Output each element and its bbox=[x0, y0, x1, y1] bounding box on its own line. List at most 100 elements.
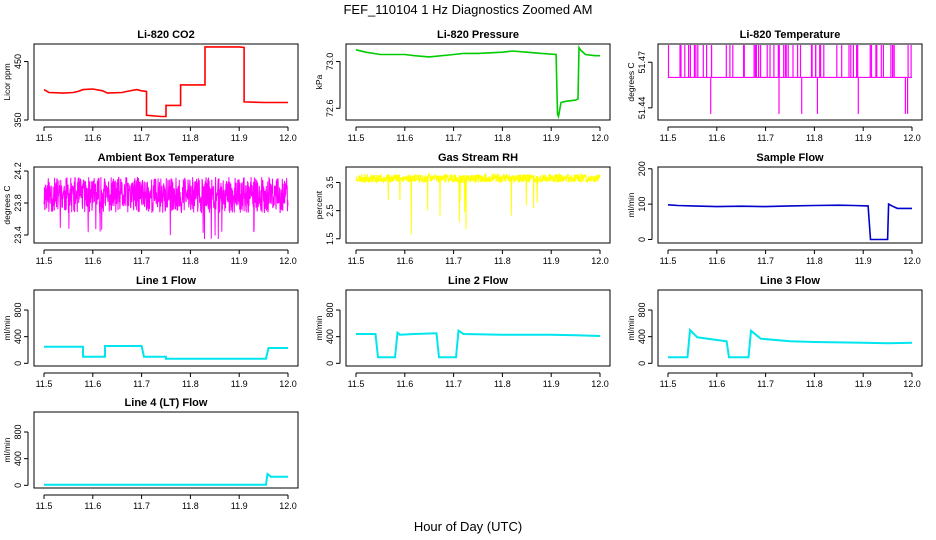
panel-title: Line 1 Flow bbox=[136, 275, 196, 287]
plot-frame bbox=[657, 43, 923, 121]
x-tick-label: 11.7 bbox=[757, 256, 774, 266]
panel-1: Li-820 CO2 11.5 11.6 11.7 11.8 11.9 12.0 350 450… bbox=[2, 29, 299, 143]
x-tick-label: 11.6 bbox=[396, 133, 413, 143]
panel-4: Ambient Box Temperature 11.5 11.6 11.7 11.8 1… bbox=[2, 152, 299, 266]
x-tick-label: 11.6 bbox=[396, 256, 413, 266]
x-tick-label: 11.5 bbox=[348, 133, 365, 143]
panel-9: Line 3 Flow 11.5 11.6 11.7 11.8 11.9 12.0 0 400 8… bbox=[626, 275, 923, 389]
x-tick-label: 11.9 bbox=[231, 256, 248, 266]
plot-frame bbox=[345, 289, 611, 367]
x-tick-label: 11.5 bbox=[348, 256, 365, 266]
series-line bbox=[668, 327, 913, 359]
y-tick-label: 23.4 bbox=[13, 226, 23, 244]
panel-title: Gas Stream RH bbox=[438, 152, 518, 164]
y-tick-label: 450 bbox=[13, 54, 23, 69]
x-tick-label: 12.0 bbox=[279, 501, 297, 511]
plot-frame bbox=[33, 166, 299, 244]
x-tick-label: 11.7 bbox=[133, 379, 150, 389]
x-tick-label: 11.7 bbox=[133, 133, 150, 143]
series-line bbox=[43, 46, 288, 118]
x-tick-label: 12.0 bbox=[591, 256, 609, 266]
plot-frame bbox=[657, 289, 923, 367]
x-tick-label: 11.9 bbox=[543, 379, 560, 389]
x-tick-label: 11.9 bbox=[543, 256, 560, 266]
plot-frame bbox=[33, 289, 299, 367]
y-tick-label: 400 bbox=[13, 451, 23, 466]
y-axis-label: degrees C bbox=[626, 62, 636, 101]
x-tick-label: 11.5 bbox=[660, 379, 677, 389]
x-tick-label: 11.9 bbox=[855, 256, 872, 266]
x-tick-label: 11.6 bbox=[708, 256, 725, 266]
series-line bbox=[667, 45, 912, 114]
y-tick-label: 72.6 bbox=[325, 100, 335, 118]
series-line bbox=[355, 45, 600, 119]
x-tick-label: 11.7 bbox=[757, 133, 774, 143]
x-tick-label: 12.0 bbox=[279, 133, 297, 143]
y-tick-label: 400 bbox=[637, 329, 647, 344]
x-tick-label: 11.7 bbox=[445, 133, 462, 143]
x-tick-label: 11.8 bbox=[494, 256, 511, 266]
x-tick-label: 11.6 bbox=[708, 133, 725, 143]
x-tick-label: 11.9 bbox=[231, 379, 248, 389]
plot-frame bbox=[657, 166, 923, 244]
panel-title: Li-820 Temperature bbox=[740, 29, 841, 41]
x-tick-label: 11.8 bbox=[494, 379, 511, 389]
panel-7: Line 1 Flow 11.5 11.6 11.7 11.8 11.9 12.0 0 400 8… bbox=[2, 275, 299, 389]
panel-title: Ambient Box Temperature bbox=[98, 152, 235, 164]
x-tick-label: 12.0 bbox=[903, 256, 921, 266]
y-axis-label: percent bbox=[314, 190, 324, 219]
plot-frame bbox=[33, 43, 299, 121]
series-line bbox=[667, 202, 912, 241]
x-tick-label: 11.9 bbox=[855, 379, 872, 389]
x-tick-label: 11.5 bbox=[36, 133, 53, 143]
x-tick-label: 12.0 bbox=[903, 133, 921, 143]
y-axis-label: ml/min bbox=[2, 437, 12, 462]
x-tick-label: 11.5 bbox=[36, 501, 53, 511]
panel-title: Sample Flow bbox=[756, 152, 824, 164]
plot-frame bbox=[33, 411, 299, 489]
y-tick-label: 2.5 bbox=[325, 204, 335, 217]
y-tick-label: 51.47 bbox=[637, 51, 647, 74]
series-line bbox=[43, 176, 289, 240]
panel-6: Sample Flow 11.5 11.6 11.7 11.8 11.9 12.0 0 100 2… bbox=[626, 152, 923, 266]
x-tick-label: 11.6 bbox=[708, 379, 725, 389]
y-tick-label: 800 bbox=[13, 302, 23, 317]
x-tick-label: 11.7 bbox=[757, 379, 774, 389]
x-tick-label: 11.5 bbox=[36, 379, 53, 389]
series-line bbox=[356, 328, 601, 359]
y-tick-label: 0 bbox=[13, 361, 23, 366]
y-tick-label: 24.2 bbox=[13, 162, 23, 180]
y-axis-label: ml/min bbox=[314, 315, 324, 340]
x-tick-label: 11.9 bbox=[543, 133, 560, 143]
panel-title: Li-820 CO2 bbox=[137, 29, 194, 41]
y-tick-label: 51.44 bbox=[637, 97, 647, 120]
x-tick-label: 11.6 bbox=[396, 379, 413, 389]
panel-8: Line 2 Flow 11.5 11.6 11.7 11.8 11.9 12.0 0 400 8… bbox=[314, 275, 611, 389]
x-tick-label: 11.6 bbox=[84, 133, 101, 143]
y-tick-label: 800 bbox=[637, 302, 647, 317]
y-tick-label: 1.5 bbox=[325, 233, 335, 246]
panel-title: Li-820 Pressure bbox=[437, 29, 519, 41]
x-tick-label: 11.5 bbox=[660, 133, 677, 143]
panel-3: Li-820 Temperature 11.5 11.6 11.7 11.8 11.9 12… bbox=[626, 29, 923, 143]
panel-10: Line 4 (LT) Flow 11.5 11.6 11.7 11.8 11.9 12.0… bbox=[2, 397, 299, 511]
x-tick-label: 11.5 bbox=[348, 379, 365, 389]
series-line bbox=[355, 172, 601, 235]
x-tick-label: 11.5 bbox=[660, 256, 677, 266]
y-tick-label: 73.0 bbox=[325, 53, 335, 71]
series-line bbox=[44, 345, 288, 360]
x-tick-label: 11.8 bbox=[182, 256, 199, 266]
x-tick-label: 11.7 bbox=[133, 501, 150, 511]
x-tick-label: 12.0 bbox=[903, 379, 921, 389]
x-tick-label: 11.8 bbox=[806, 379, 823, 389]
y-tick-label: 0 bbox=[637, 361, 647, 366]
y-axis-label: kPa bbox=[314, 74, 324, 89]
x-tick-label: 12.0 bbox=[279, 256, 297, 266]
x-tick-label: 11.5 bbox=[36, 256, 53, 266]
panel-5: Gas Stream RH 11.5 11.6 11.7 11.8 11.9 12.0 1.5… bbox=[314, 152, 611, 266]
y-axis-label: ml/min bbox=[626, 192, 636, 217]
x-tick-label: 11.7 bbox=[133, 256, 150, 266]
x-tick-label: 12.0 bbox=[591, 379, 609, 389]
x-tick-label: 11.6 bbox=[84, 379, 101, 389]
